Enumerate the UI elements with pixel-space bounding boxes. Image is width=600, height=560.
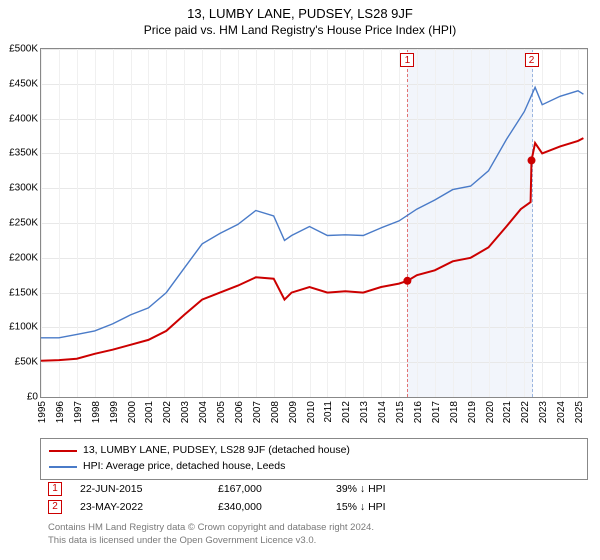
x-axis-label: 2002 bbox=[162, 401, 173, 423]
sale-date: 23-MAY-2022 bbox=[80, 501, 200, 513]
x-axis-label: 1996 bbox=[55, 401, 66, 423]
x-axis-label: 2015 bbox=[395, 401, 406, 423]
x-axis-label: 2014 bbox=[377, 401, 388, 423]
sale-price: £167,000 bbox=[218, 483, 318, 495]
x-axis-label: 2020 bbox=[485, 401, 496, 423]
x-axis-label: 2009 bbox=[288, 401, 299, 423]
sale-delta: 15% ↓ HPI bbox=[336, 501, 580, 513]
x-axis-label: 2023 bbox=[538, 401, 549, 423]
x-axis-label: 2008 bbox=[270, 401, 281, 423]
y-axis-label: £50K bbox=[15, 357, 41, 368]
x-axis-label: 2017 bbox=[431, 401, 442, 423]
legend-label: 13, LUMBY LANE, PUDSEY, LS28 9JF (detach… bbox=[83, 443, 350, 459]
footer-line: This data is licensed under the Open Gov… bbox=[48, 535, 596, 548]
x-axis-label: 2018 bbox=[449, 401, 460, 423]
x-axis-label: 2005 bbox=[216, 401, 227, 423]
legend-label: HPI: Average price, detached house, Leed… bbox=[83, 459, 285, 475]
y-axis-label: £200K bbox=[9, 252, 41, 263]
legend-item: HPI: Average price, detached house, Leed… bbox=[49, 459, 579, 475]
x-axis-label: 2011 bbox=[323, 401, 334, 423]
footer-line: Contains HM Land Registry data © Crown c… bbox=[48, 522, 596, 535]
x-axis-label: 2003 bbox=[180, 401, 191, 423]
x-axis-label: 2022 bbox=[520, 401, 531, 423]
y-axis-label: £300K bbox=[9, 183, 41, 194]
x-axis-label: 2025 bbox=[574, 401, 585, 423]
chart-title: 13, LUMBY LANE, PUDSEY, LS28 9JF bbox=[0, 0, 600, 21]
sale-row: 1 22-JUN-2015 £167,000 39% ↓ HPI bbox=[40, 480, 588, 498]
x-axis-label: 1999 bbox=[109, 401, 120, 423]
legend-item: 13, LUMBY LANE, PUDSEY, LS28 9JF (detach… bbox=[49, 443, 579, 459]
x-axis-label: 2007 bbox=[252, 401, 263, 423]
sales-table: 1 22-JUN-2015 £167,000 39% ↓ HPI 2 23-MAY-202… bbox=[40, 480, 588, 516]
sale-row: 2 23-MAY-2022 £340,000 15% ↓ HPI bbox=[40, 498, 588, 516]
sale-point-1 bbox=[403, 277, 411, 285]
x-axis-label: 2010 bbox=[306, 401, 317, 423]
sale-marker-2: 2 bbox=[525, 53, 539, 67]
x-axis-label: 1997 bbox=[73, 401, 84, 423]
x-axis-label: 2012 bbox=[341, 401, 352, 423]
sale-row-marker: 2 bbox=[48, 500, 62, 514]
y-axis-label: £350K bbox=[9, 148, 41, 159]
y-axis-label: £500K bbox=[9, 44, 41, 55]
legend: 13, LUMBY LANE, PUDSEY, LS28 9JF (detach… bbox=[40, 438, 588, 480]
x-axis-label: 2019 bbox=[467, 401, 478, 423]
y-axis-label: £150K bbox=[9, 287, 41, 298]
sale-date: 22-JUN-2015 bbox=[80, 483, 200, 495]
sale-price: £340,000 bbox=[218, 501, 318, 513]
x-axis-label: 2001 bbox=[144, 401, 155, 423]
chart-subtitle: Price paid vs. HM Land Registry's House … bbox=[0, 21, 600, 37]
sale-row-marker: 1 bbox=[48, 482, 62, 496]
legend-swatch bbox=[49, 466, 77, 468]
y-axis-label: £450K bbox=[9, 78, 41, 89]
x-axis-label: 2006 bbox=[234, 401, 245, 423]
y-axis-label: £250K bbox=[9, 218, 41, 229]
x-axis-label: 2004 bbox=[198, 401, 209, 423]
series-hpi bbox=[41, 87, 583, 337]
series-property bbox=[41, 138, 583, 361]
x-axis-label: 2016 bbox=[413, 401, 424, 423]
x-axis-label: 1995 bbox=[37, 401, 48, 423]
legend-swatch bbox=[49, 450, 77, 452]
y-axis-label: £400K bbox=[9, 113, 41, 124]
sale-point-2 bbox=[528, 156, 536, 164]
chart-plot-area: £0£50K£100K£150K£200K£250K£300K£350K£400… bbox=[40, 48, 588, 398]
sale-delta: 39% ↓ HPI bbox=[336, 483, 580, 495]
chart-lines bbox=[41, 49, 587, 397]
x-axis-label: 2021 bbox=[502, 401, 513, 423]
x-axis-label: 2000 bbox=[127, 401, 138, 423]
y-axis-label: £100K bbox=[9, 322, 41, 333]
x-axis-label: 1998 bbox=[91, 401, 102, 423]
x-axis-label: 2024 bbox=[556, 401, 567, 423]
sale-marker-1: 1 bbox=[400, 53, 414, 67]
attribution-footer: Contains HM Land Registry data © Crown c… bbox=[40, 522, 600, 548]
x-axis-label: 2013 bbox=[359, 401, 370, 423]
